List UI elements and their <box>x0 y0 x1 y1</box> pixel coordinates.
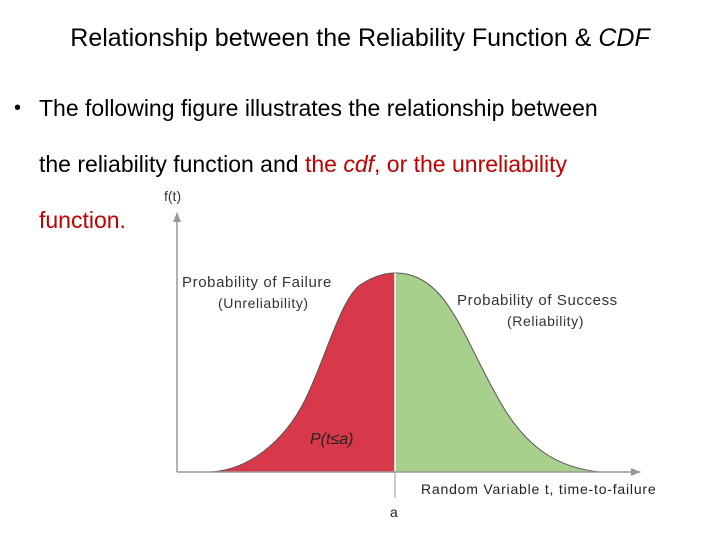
failure-area <box>210 273 395 472</box>
bullet-line-2: the reliability function and the cdf, or… <box>39 136 567 192</box>
failure-title: Probability of Failure <box>182 274 332 291</box>
area-label: P(t≤a) <box>310 431 353 448</box>
success-title: Probability of Success <box>457 292 618 309</box>
y-axis-label: f(t) <box>164 188 181 204</box>
bullet-line-2-red-part2: , or the unreliability <box>374 151 568 177</box>
bullet-line-2-red-part1: the <box>304 151 344 177</box>
bullet-line-3-red-text: function. <box>39 207 126 233</box>
title-italic-text: CDF <box>598 24 650 52</box>
failure-subtitle: (Unreliability) <box>218 295 309 311</box>
title-main-text: Relationship between the Reliability Fun… <box>70 24 599 52</box>
bullet-line-3: function. <box>39 192 126 248</box>
bullet-line-2-red-italic: cdf <box>343 151 374 177</box>
success-subtitle: (Reliability) <box>507 313 584 329</box>
bullet-symbol: • <box>14 97 22 119</box>
bullet-line-2-black-text: the reliability function and <box>39 151 305 177</box>
bullet-line-1: The following figure illustrates the rel… <box>39 80 598 136</box>
bullet-line-2-red-text: the cdf, or the unreliability <box>305 151 567 177</box>
success-area <box>395 273 600 472</box>
bullet-line-1-text: The following figure illustrates the rel… <box>39 95 598 121</box>
x-axis-label: Random Variable t, time-to-failure <box>421 481 656 497</box>
threshold-label: a <box>390 504 398 520</box>
slide-title: Relationship between the Reliability Fun… <box>0 22 720 54</box>
